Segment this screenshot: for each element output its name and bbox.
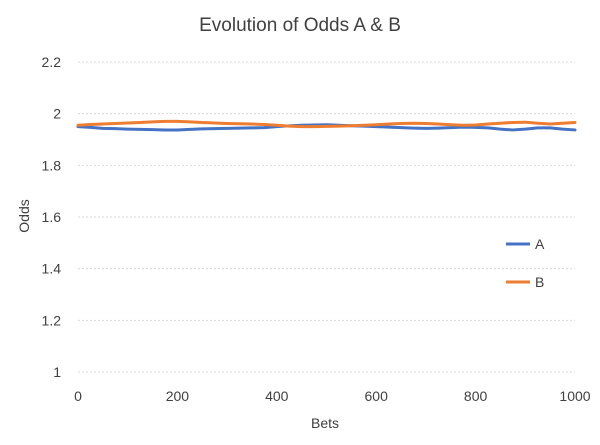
y-tick-1.2: 1.2	[42, 312, 62, 328]
legend-label-A: A	[535, 236, 545, 252]
y-tick-labels: 1 1.2 1.4 1.6 1.8 2 2.2	[42, 54, 62, 380]
y-tick-2.2: 2.2	[42, 54, 62, 70]
legend-label-B: B	[535, 274, 544, 290]
series-lines	[78, 121, 575, 130]
chart: Evolution of Odds A & B 1 1.2 1.4 1.6 1.8 2 2.…	[0, 0, 600, 445]
y-tick-1: 1	[53, 364, 61, 380]
legend: AB	[506, 236, 545, 290]
y-axis-label: Odds	[16, 199, 32, 232]
x-tick-600: 600	[365, 388, 389, 404]
x-tick-400: 400	[265, 388, 289, 404]
x-tick-200: 200	[166, 388, 190, 404]
y-tick-2: 2	[53, 106, 61, 122]
x-tick-0: 0	[74, 388, 82, 404]
gridlines	[78, 62, 575, 372]
y-tick-1.4: 1.4	[42, 261, 62, 277]
x-tick-labels: 0 200 400 600 800 1000	[74, 388, 591, 404]
x-tick-1000: 1000	[559, 388, 590, 404]
x-axis-label: Bets	[311, 415, 339, 431]
x-tick-800: 800	[464, 388, 488, 404]
y-tick-1.8: 1.8	[42, 157, 62, 173]
y-tick-1.6: 1.6	[42, 209, 62, 225]
chart-title: Evolution of Odds A & B	[199, 15, 401, 36]
